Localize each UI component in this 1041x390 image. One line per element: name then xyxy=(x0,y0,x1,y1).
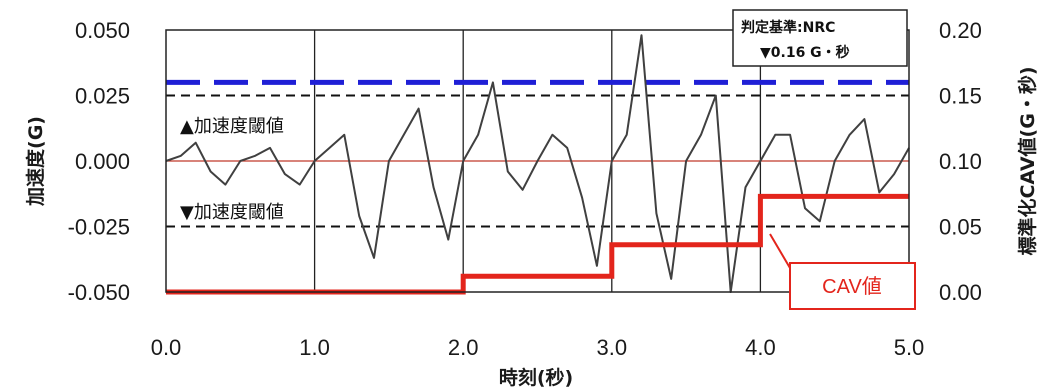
right-axis-label: 標準化CAV値(G・秒) xyxy=(1016,66,1039,255)
left-axis-ticks: 0.050 0.025 0.000 -0.025 -0.050 xyxy=(68,18,130,305)
left-tick-label-1: 0.025 xyxy=(75,84,130,109)
lower-threshold-label: ▼加速度閾値 xyxy=(180,202,284,223)
left-axis-label: 加速度(G) xyxy=(24,116,47,207)
cav-callout-box xyxy=(789,262,916,310)
x-tick-label-3: 3.0 xyxy=(597,335,628,360)
left-tick-label-2: 0.000 xyxy=(75,149,130,174)
right-axis-ticks: 0.20 0.15 0.10 0.05 0.00 xyxy=(939,18,982,305)
x-axis-ticks: 0.0 1.0 2.0 3.0 4.0 5.0 xyxy=(151,335,925,360)
upper-threshold-label: ▲加速度閾値 xyxy=(180,116,284,137)
x-tick-label-4: 4.0 xyxy=(745,335,776,360)
criterion-legend: 判定基準:NRC ▼0.16 G・秒 xyxy=(732,9,908,67)
x-tick-label-5: 5.0 xyxy=(894,335,925,360)
right-tick-label-0: 0.20 xyxy=(939,18,982,43)
x-axis-label: 時刻(秒) xyxy=(499,366,573,389)
right-tick-label-3: 0.05 xyxy=(939,215,982,240)
left-tick-label-3: -0.025 xyxy=(68,215,130,240)
right-tick-label-4: 0.00 xyxy=(939,280,982,305)
acceleration-series-line xyxy=(165,34,910,293)
legend-box xyxy=(732,9,908,67)
x-tick-label-2: 2.0 xyxy=(448,335,479,360)
left-tick-label-0: 0.050 xyxy=(75,18,130,43)
right-tick-label-2: 0.10 xyxy=(939,149,982,174)
cav-callout-pointer xyxy=(769,233,791,269)
cav-series-line xyxy=(166,193,909,295)
cav-callout-label: CAV値 xyxy=(822,275,882,298)
right-tick-label-1: 0.15 xyxy=(939,84,982,109)
x-tick-label-1: 1.0 xyxy=(299,335,330,360)
legend-criterion-value: ▼0.16 G・秒 xyxy=(760,44,850,61)
legend-title: 判定基準:NRC xyxy=(741,19,835,36)
plot-frame xyxy=(165,29,910,293)
series-layer xyxy=(165,34,910,295)
left-tick-label-4: -0.050 xyxy=(68,280,130,305)
x-tick-label-0: 0.0 xyxy=(151,335,182,360)
